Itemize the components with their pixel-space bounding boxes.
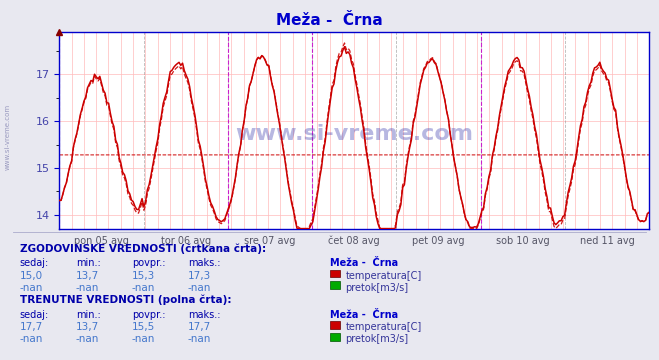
Text: povpr.:: povpr.: bbox=[132, 310, 165, 320]
Text: -nan: -nan bbox=[20, 334, 43, 344]
Text: ZGODOVINSKE VREDNOSTI (črtkana črta):: ZGODOVINSKE VREDNOSTI (črtkana črta): bbox=[20, 243, 266, 253]
Text: TRENUTNE VREDNOSTI (polna črta):: TRENUTNE VREDNOSTI (polna črta): bbox=[20, 294, 231, 305]
Text: -nan: -nan bbox=[132, 283, 155, 293]
Text: min.:: min.: bbox=[76, 258, 101, 269]
Text: pretok[m3/s]: pretok[m3/s] bbox=[345, 283, 409, 293]
Text: sre 07 avg: sre 07 avg bbox=[244, 236, 296, 246]
Text: min.:: min.: bbox=[76, 310, 101, 320]
Text: maks.:: maks.: bbox=[188, 258, 220, 269]
Text: 13,7: 13,7 bbox=[76, 271, 99, 281]
Text: 17,3: 17,3 bbox=[188, 271, 211, 281]
Text: Meža -  Črna: Meža - Črna bbox=[276, 13, 383, 28]
Text: pretok[m3/s]: pretok[m3/s] bbox=[345, 334, 409, 344]
Text: -nan: -nan bbox=[76, 334, 99, 344]
Text: 17,7: 17,7 bbox=[188, 322, 211, 332]
Text: sedaj:: sedaj: bbox=[20, 258, 49, 269]
Text: pet 09 avg: pet 09 avg bbox=[413, 236, 465, 246]
Text: 13,7: 13,7 bbox=[76, 322, 99, 332]
Text: čet 08 avg: čet 08 avg bbox=[328, 236, 380, 246]
Text: Meža -  Črna: Meža - Črna bbox=[330, 258, 397, 269]
Text: pon 05 avg: pon 05 avg bbox=[74, 236, 129, 246]
Text: www.si-vreme.com: www.si-vreme.com bbox=[235, 125, 473, 144]
Text: Meža -  Črna: Meža - Črna bbox=[330, 310, 397, 320]
Text: sob 10 avg: sob 10 avg bbox=[496, 236, 550, 246]
Text: temperatura[C]: temperatura[C] bbox=[345, 322, 422, 332]
Text: 15,0: 15,0 bbox=[20, 271, 43, 281]
Text: tor 06 avg: tor 06 avg bbox=[161, 236, 211, 246]
Text: povpr.:: povpr.: bbox=[132, 258, 165, 269]
Text: -nan: -nan bbox=[188, 334, 211, 344]
Text: -nan: -nan bbox=[132, 334, 155, 344]
Text: -nan: -nan bbox=[20, 283, 43, 293]
Text: -nan: -nan bbox=[188, 283, 211, 293]
Text: ned 11 avg: ned 11 avg bbox=[580, 236, 635, 246]
Text: maks.:: maks.: bbox=[188, 310, 220, 320]
Text: temperatura[C]: temperatura[C] bbox=[345, 271, 422, 281]
Text: www.si-vreme.com: www.si-vreme.com bbox=[5, 104, 11, 170]
Text: 15,5: 15,5 bbox=[132, 322, 155, 332]
Text: 15,3: 15,3 bbox=[132, 271, 155, 281]
Text: -nan: -nan bbox=[76, 283, 99, 293]
Text: sedaj:: sedaj: bbox=[20, 310, 49, 320]
Text: 17,7: 17,7 bbox=[20, 322, 43, 332]
